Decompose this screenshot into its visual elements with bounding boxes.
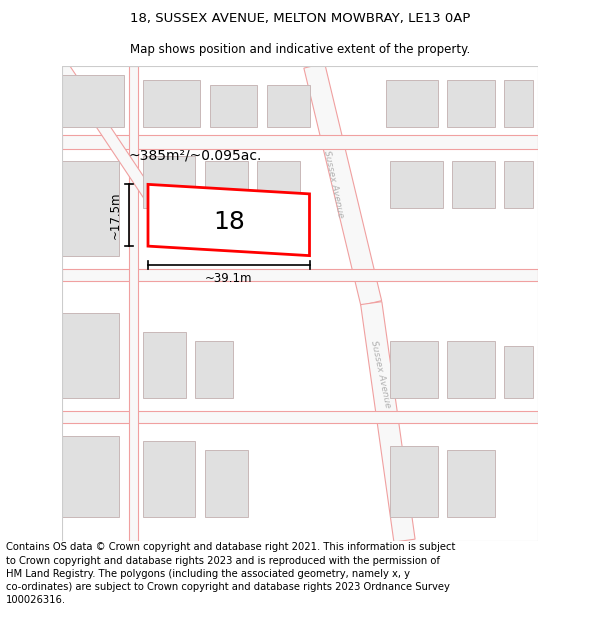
Bar — [257, 161, 300, 208]
Bar — [447, 341, 495, 398]
Bar — [196, 341, 233, 398]
Bar — [390, 341, 438, 398]
Polygon shape — [148, 184, 310, 256]
Bar — [504, 346, 533, 398]
Bar — [62, 436, 119, 517]
Text: Map shows position and indicative extent of the property.: Map shows position and indicative extent… — [130, 42, 470, 56]
Bar — [504, 161, 533, 208]
Text: Contains OS data © Crown copyright and database right 2021. This information is : Contains OS data © Crown copyright and d… — [6, 542, 455, 605]
Bar — [390, 446, 438, 517]
Text: ~39.1m: ~39.1m — [205, 272, 253, 285]
Bar — [447, 80, 495, 128]
Bar — [143, 156, 196, 208]
Bar — [390, 161, 443, 208]
Text: Sussex Avenue: Sussex Avenue — [369, 340, 392, 409]
Bar — [210, 84, 257, 127]
Bar — [447, 451, 495, 517]
Bar — [62, 312, 119, 398]
Text: ~385m²/~0.095ac.: ~385m²/~0.095ac. — [129, 149, 262, 163]
Polygon shape — [62, 134, 538, 149]
Polygon shape — [129, 66, 139, 541]
Bar — [205, 451, 248, 517]
Bar — [62, 161, 119, 256]
Bar — [267, 84, 310, 127]
Bar — [62, 75, 124, 128]
Polygon shape — [62, 269, 538, 281]
Bar — [452, 161, 495, 208]
Bar — [504, 80, 533, 128]
Bar — [143, 441, 196, 517]
Bar — [386, 80, 438, 128]
Polygon shape — [58, 62, 163, 211]
Bar — [143, 332, 186, 398]
Text: Sussex Avenue: Sussex Avenue — [322, 150, 345, 219]
Polygon shape — [62, 411, 538, 423]
Text: 18: 18 — [213, 211, 245, 234]
Bar — [143, 80, 200, 128]
Polygon shape — [304, 63, 382, 306]
Polygon shape — [361, 302, 415, 542]
Text: 18, SUSSEX AVENUE, MELTON MOWBRAY, LE13 0AP: 18, SUSSEX AVENUE, MELTON MOWBRAY, LE13 … — [130, 12, 470, 25]
Bar — [205, 161, 248, 208]
Text: ~17.5m: ~17.5m — [109, 191, 122, 239]
